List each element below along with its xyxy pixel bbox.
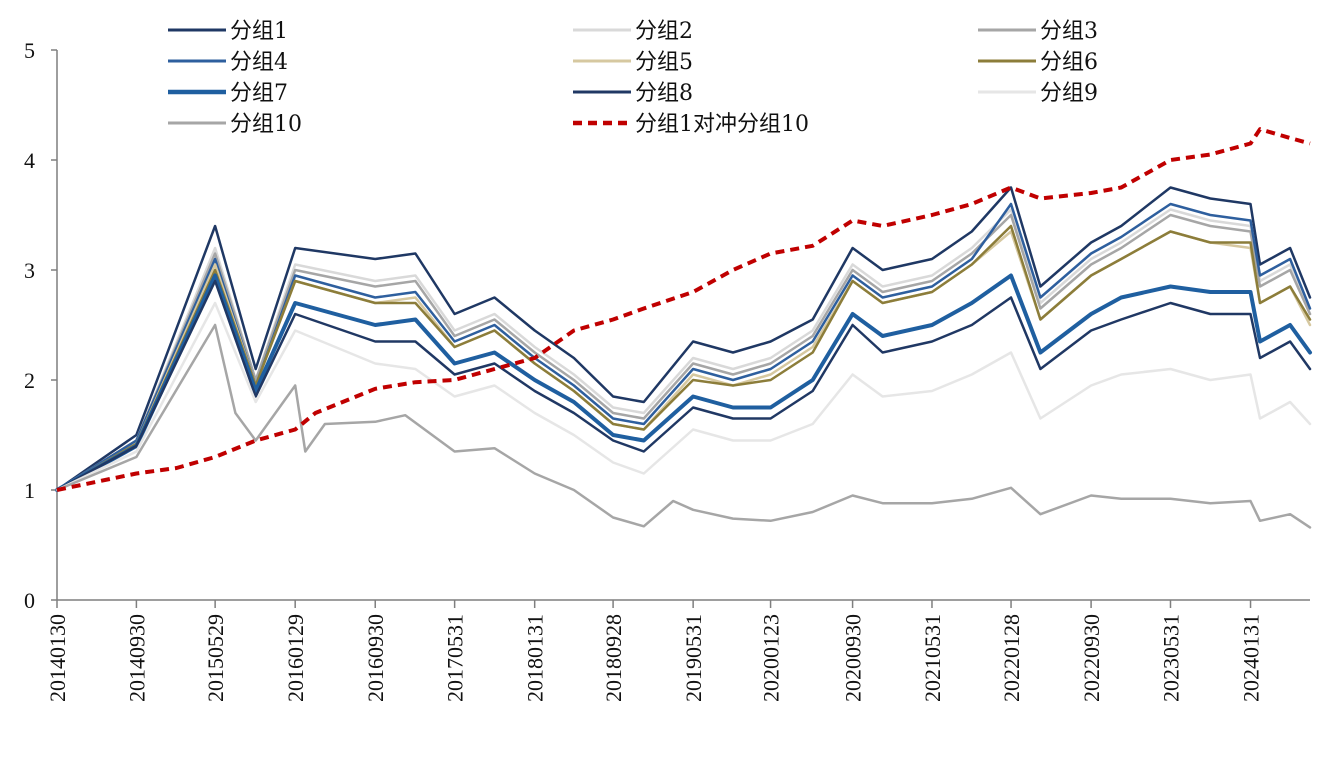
x-tick-label: 20140130	[45, 614, 70, 702]
x-tick-label: 20220930	[1079, 614, 1104, 702]
y-tick-label: 0	[24, 588, 35, 613]
legend-label: 分组10	[230, 112, 302, 137]
series-line-8	[55, 279, 1312, 492]
x-tick-label: 20240131	[1239, 614, 1264, 702]
legend-label: 分组4	[230, 50, 288, 75]
series-line-9	[55, 301, 1312, 492]
x-tick-label: 20190531	[681, 614, 706, 702]
x-tick-label: 20210531	[920, 614, 945, 702]
x-tick-label: 20180131	[523, 614, 548, 702]
series-line-1	[55, 186, 1312, 492]
series-line-7	[55, 273, 1312, 492]
legend-label: 分组1对冲分组10	[635, 112, 809, 137]
legend-label: 分组5	[635, 50, 693, 75]
series-line-4	[55, 202, 1312, 492]
series-line-3	[55, 213, 1312, 492]
y-tick-label: 1	[24, 478, 35, 503]
legend-label: 分组9	[1040, 81, 1098, 106]
x-tick-label: 20230531	[1158, 614, 1183, 702]
x-tick-label: 20220128	[999, 614, 1024, 702]
axes: 0 1 2 3 4 5 20140130 20140930 20150529 20160129 20…	[24, 38, 1310, 702]
x-tick-label: 20140930	[124, 614, 149, 702]
x-tick-label: 20160930	[363, 614, 388, 702]
legend-label: 分组6	[1040, 50, 1098, 75]
legend-label: 分组8	[635, 81, 693, 106]
legend-label: 分组2	[635, 19, 693, 44]
legend-label: 分组3	[1040, 19, 1098, 44]
x-tick-label: 20180928	[601, 614, 626, 702]
x-tick-label: 20170531	[443, 614, 468, 702]
y-tick-label: 5	[24, 38, 35, 63]
y-tick-label: 3	[24, 258, 35, 283]
legend-label: 分组7	[230, 81, 288, 106]
series-line-10	[55, 323, 1312, 529]
y-tick-label: 4	[24, 148, 35, 173]
x-tick-label: 20200123	[759, 614, 784, 702]
y-tick-label: 2	[24, 368, 35, 393]
legend: 分组1 分组2 分组3 分组4 分组5 分组6 分组7 分组8 分组9 分组10 分组1对冲分组10	[168, 19, 1098, 137]
legend-label: 分组1	[230, 19, 288, 44]
x-tick-label: 20160129	[283, 614, 308, 702]
x-tick-label: 20200930	[841, 614, 866, 702]
x-tick-label: 20150529	[203, 614, 228, 702]
series-line-2	[55, 208, 1312, 492]
series-line-6	[55, 224, 1312, 492]
series-line-11	[56, 127, 1311, 492]
series-layer	[55, 127, 1312, 529]
